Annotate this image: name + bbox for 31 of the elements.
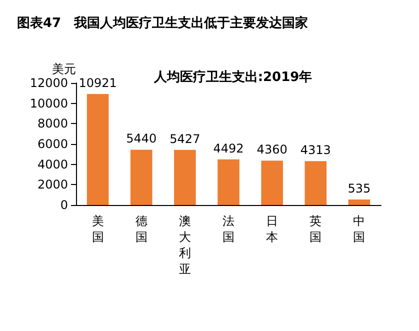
bar [130,150,152,205]
y-tick-label: 6000 [37,137,68,151]
data-label: 4360 [256,142,288,157]
bar [218,159,240,205]
y-tick-label: 12000 [30,76,68,90]
chart-title: 图表47 我国人均医疗卫生支出低于主要发达国家 [17,15,308,31]
y-tick-label: 4000 [37,157,68,172]
bar [261,160,283,205]
data-label: 4492 [213,141,244,156]
x-tick-label: 中国 [353,214,366,244]
x-tick-label: 英国 [310,214,322,244]
bar [304,161,327,205]
x-tick-label: 德国 [135,214,148,244]
x-tick-label: 美国 [92,214,104,244]
y-tick-label: 2000 [37,178,68,192]
chart-subtitle: 人均医疗卫生支出:2019年 [152,69,312,85]
x-tick-label: 法国 [222,214,234,244]
data-label: 4313 [300,143,331,158]
y-tick-label: 8000 [37,116,68,131]
y-tick-label: 10000 [30,96,68,110]
data-label: 10921 [78,76,117,90]
data-label: 5440 [126,132,157,146]
x-tick-label: 日本 [266,214,278,244]
bar [86,94,109,205]
bar [174,150,196,205]
y-tick-label: 0 [60,198,68,212]
x-tick-label: 澳大利亚 [178,214,191,276]
bar [348,200,370,205]
y-axis-title: 美元 [52,62,76,76]
data-label: 5427 [170,132,200,146]
data-label: 535 [348,182,371,196]
